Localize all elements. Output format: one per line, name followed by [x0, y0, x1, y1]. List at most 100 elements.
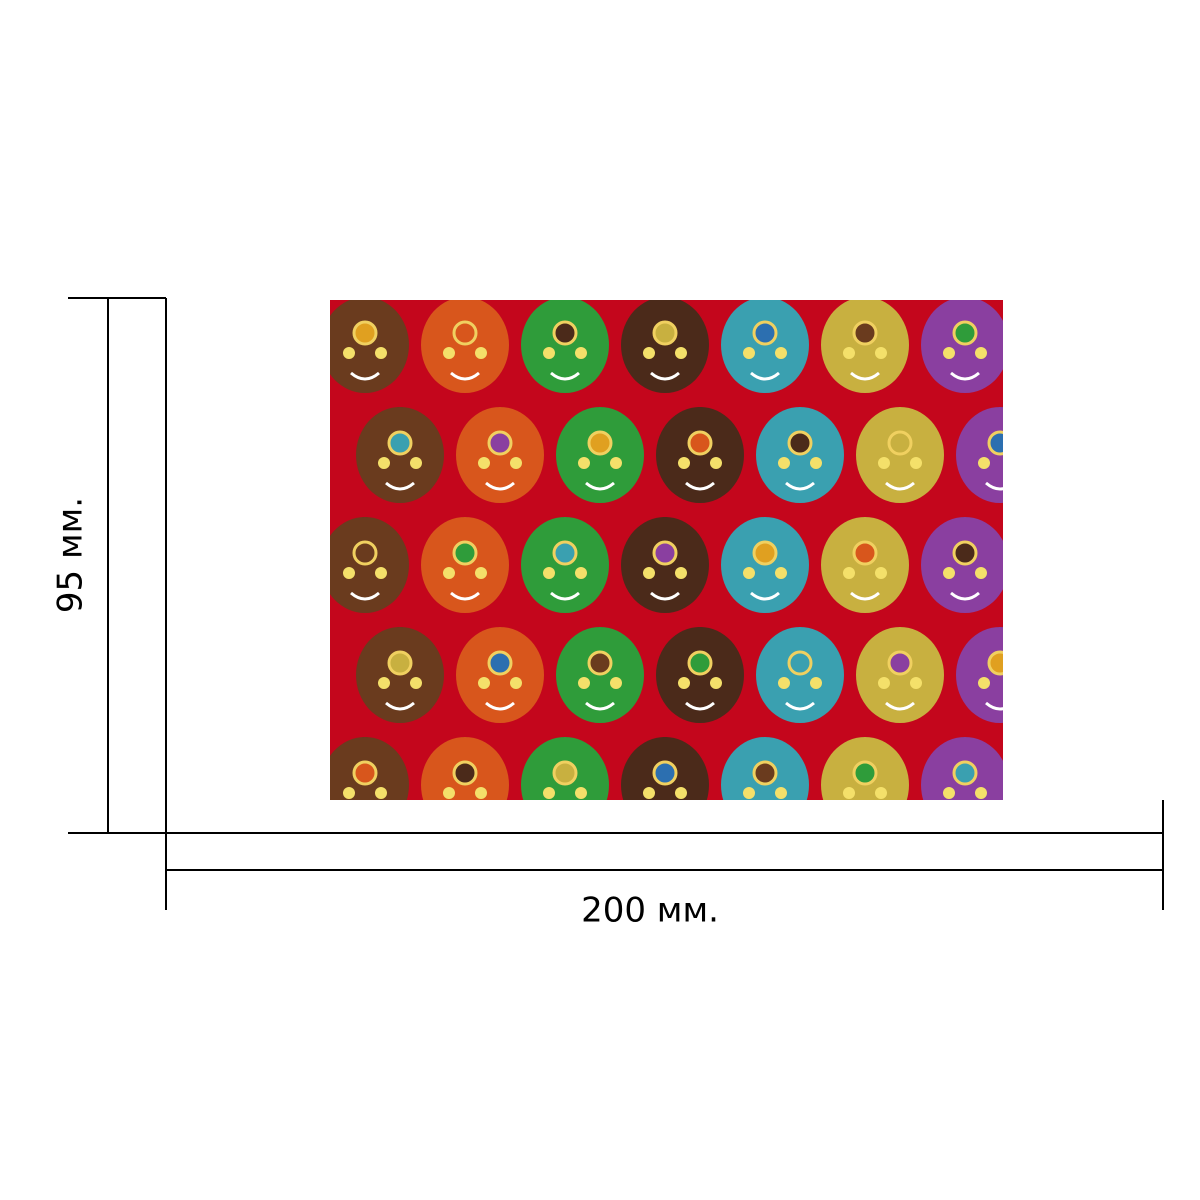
- figurine-head: [330, 300, 409, 393]
- figurine-eye: [675, 787, 687, 799]
- figurine-gem: [487, 430, 513, 456]
- figurine-eye: [810, 677, 822, 689]
- figurine-eye: [743, 567, 755, 579]
- figurine-mouth: [651, 813, 679, 819]
- figurine-gem: [587, 430, 613, 456]
- figurine-eye: [478, 457, 490, 469]
- figurine-eye: [910, 677, 922, 689]
- figurine-eye: [575, 787, 587, 799]
- figurine-eye: [378, 677, 390, 689]
- figurine-gem: [487, 650, 513, 676]
- figurine-eye: [543, 787, 555, 799]
- figurine-gem: [852, 760, 878, 786]
- figurine-mouth: [850, 591, 880, 601]
- figurine-eye: [375, 347, 387, 359]
- figurine-eye: [775, 787, 787, 799]
- figurine-head: [921, 300, 1003, 393]
- figurine-mouth: [351, 813, 379, 819]
- figurine-gem: [587, 650, 613, 676]
- figurine-mouth: [485, 481, 515, 491]
- figurine-mouth: [985, 481, 1003, 491]
- figurine-eye: [710, 457, 722, 469]
- figurine-mouth: [350, 591, 380, 601]
- figurine-eye: [343, 567, 355, 579]
- figurine-gem: [852, 540, 878, 566]
- figurine-eye: [475, 567, 487, 579]
- figurine-head: [821, 300, 909, 393]
- figurine-gem: [887, 430, 913, 456]
- figurine-eye: [710, 677, 722, 689]
- figurine-eye: [678, 457, 690, 469]
- figurine-gem: [652, 540, 678, 566]
- figurine-eye: [375, 787, 387, 799]
- figurine-eye: [778, 457, 790, 469]
- figurine-gem: [852, 320, 878, 346]
- figurine-eye: [578, 457, 590, 469]
- figurine-gem: [352, 540, 378, 566]
- figurine-gem: [952, 540, 978, 566]
- figurine-eye: [475, 347, 487, 359]
- figurine-gem: [652, 320, 678, 346]
- figurine-gem: [952, 320, 978, 346]
- figurine-mouth: [885, 481, 915, 491]
- figurine-eye: [743, 347, 755, 359]
- figurine-mouth: [950, 591, 980, 601]
- figurine-eye: [975, 787, 987, 799]
- figurine-gem: [987, 430, 1003, 456]
- figurine-eye: [443, 787, 455, 799]
- figurine-gem: [752, 540, 778, 566]
- figurine-gem: [752, 320, 778, 346]
- figurine-eye: [975, 347, 987, 359]
- figurine-eye: [543, 567, 555, 579]
- figurine-gem: [452, 760, 478, 786]
- figurine-eye: [575, 567, 587, 579]
- figurine-mouth: [751, 813, 779, 819]
- figurine-eye: [875, 787, 887, 799]
- figurine-eye: [643, 567, 655, 579]
- figurine-gem: [887, 650, 913, 676]
- figurine-eye: [475, 787, 487, 799]
- figurine-eye: [943, 347, 955, 359]
- width-label: 200 мм.: [581, 891, 719, 931]
- figurine-eye: [1010, 457, 1022, 469]
- figurine-gem: [552, 540, 578, 566]
- figurine-eye: [843, 787, 855, 799]
- figurine-eye: [375, 567, 387, 579]
- figurine-mouth: [385, 481, 415, 491]
- figurine-gem: [452, 320, 478, 346]
- figurine-mouth: [850, 371, 880, 381]
- figurine-mouth: [785, 481, 815, 491]
- figurine-head: [956, 407, 1003, 503]
- figurine-eye: [543, 347, 555, 359]
- figurine-eye: [378, 457, 390, 469]
- figurine-eye: [775, 567, 787, 579]
- figurine-eye: [843, 567, 855, 579]
- figurine-eye: [643, 347, 655, 359]
- figurine-eye: [875, 567, 887, 579]
- figurine-eye: [410, 457, 422, 469]
- figurine-eye: [878, 457, 890, 469]
- figurine-head: [956, 627, 1003, 723]
- figurine-eye: [675, 567, 687, 579]
- figurine-gem: [787, 650, 813, 676]
- figurine-gem: [787, 430, 813, 456]
- figurine-eye: [478, 677, 490, 689]
- figurine-head: [330, 517, 409, 613]
- figurine-head: [621, 300, 709, 393]
- figurine-eye: [343, 347, 355, 359]
- figurine-eye: [878, 677, 890, 689]
- height-label: 95 мм.: [51, 497, 91, 613]
- figurine-mouth: [585, 701, 615, 711]
- product-photo: [330, 300, 1022, 819]
- figurine-mouth: [650, 371, 680, 381]
- figurine-mouth: [750, 371, 780, 381]
- figurine-mouth: [450, 371, 480, 381]
- figurine-mouth: [951, 813, 979, 819]
- figurine-mouth: [451, 813, 479, 819]
- figurine-eye: [443, 567, 455, 579]
- figurine-eye: [875, 347, 887, 359]
- figurine-eye: [610, 677, 622, 689]
- figurine-gem: [352, 760, 378, 786]
- figurine-eye: [578, 677, 590, 689]
